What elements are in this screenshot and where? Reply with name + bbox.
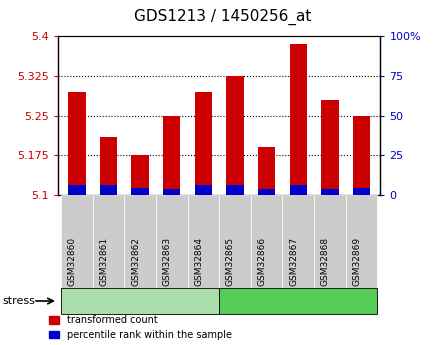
Bar — [353, 116, 370, 195]
Text: GSM32868: GSM32868 — [321, 237, 330, 286]
Bar — [163, 189, 180, 195]
Bar — [131, 188, 149, 195]
Text: intermittent air: intermittent air — [97, 296, 182, 306]
Text: GSM32869: GSM32869 — [352, 237, 361, 286]
Text: GSM32866: GSM32866 — [258, 237, 267, 286]
Bar — [100, 137, 117, 195]
Bar — [290, 185, 307, 195]
Bar — [353, 188, 370, 195]
Text: GSM32862: GSM32862 — [131, 237, 140, 286]
Bar — [258, 189, 275, 195]
Bar — [68, 92, 85, 195]
Bar — [194, 185, 212, 195]
Bar — [100, 185, 117, 195]
Text: stress: stress — [2, 296, 35, 306]
Bar — [226, 76, 244, 195]
Bar — [321, 189, 339, 195]
Bar — [226, 185, 244, 195]
Text: GDS1213 / 1450256_at: GDS1213 / 1450256_at — [134, 9, 311, 25]
Text: intermittent hypoxia: intermittent hypoxia — [241, 296, 356, 306]
Bar — [131, 155, 149, 195]
Bar — [163, 116, 180, 195]
Bar — [321, 100, 339, 195]
Bar — [68, 185, 85, 195]
Text: GSM32864: GSM32864 — [194, 237, 203, 286]
Legend: transformed count, percentile rank within the sample: transformed count, percentile rank withi… — [49, 315, 232, 340]
Text: GSM32860: GSM32860 — [68, 237, 77, 286]
Text: GSM32865: GSM32865 — [226, 237, 235, 286]
Bar — [258, 147, 275, 195]
Text: GSM32867: GSM32867 — [289, 237, 298, 286]
Bar — [290, 44, 307, 195]
Text: GSM32863: GSM32863 — [163, 237, 172, 286]
Text: GSM32861: GSM32861 — [100, 237, 109, 286]
Bar — [194, 92, 212, 195]
